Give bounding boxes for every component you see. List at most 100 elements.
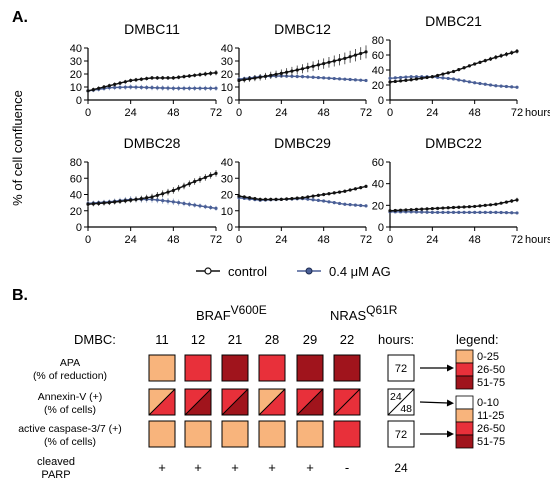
cell-fill [184,420,212,448]
chart-title: DMBC21 [425,13,482,29]
data-point [237,78,241,83]
x-tick-label: 24 [275,234,287,246]
x-axis-unit: hours [525,234,550,246]
series-treated [237,74,368,83]
data-point [404,78,408,82]
data-point [441,76,445,80]
data-point [193,73,197,77]
data-point [187,86,191,90]
y-tick-label: 40 [70,43,82,55]
cell-diagonal [296,388,324,416]
data-point [359,51,363,56]
heatmap-cell [333,354,361,382]
data-point [182,201,186,206]
data-point [171,86,175,90]
data-point [515,211,519,215]
x-tick-label: 24 [426,107,438,119]
data-point [97,201,101,206]
y-tick-label: 0 [76,222,82,234]
data-point [134,78,138,82]
data-point [446,210,450,214]
data-point [488,210,493,214]
data-point [359,78,363,82]
y-tick-label: 60 [372,157,384,169]
data-point [171,188,175,193]
data-point [145,76,149,81]
x-tick-label: 24 [275,107,287,119]
legend-swatch [455,434,474,449]
data-point [247,77,252,81]
data-point [203,205,207,209]
hours-box-diagonal [387,388,415,416]
heatmap-cell [296,388,324,416]
data-point [494,202,498,206]
data-point [306,75,310,79]
cell-fill [296,354,324,382]
data-point [364,204,368,208]
legend-treated-label: 0.4 μM AG [329,264,391,279]
heatmap-cell [258,388,286,416]
data-point [414,75,419,79]
data-point [348,77,352,82]
row-label: (% of cells) [44,436,96,448]
data-point [441,72,445,76]
data-point [348,55,352,59]
data-point [177,186,181,190]
series-control [86,70,218,93]
legend-swatch [455,375,474,390]
y-tick-label: 20 [221,190,233,202]
data-point [134,85,138,89]
data-point [269,73,273,77]
x-tick-label: 72 [511,107,523,119]
data-point [451,205,456,210]
data-point [274,197,278,201]
data-point [473,204,477,209]
x-tick-label: 24 [426,234,438,246]
column-dmbc21-header: 21 [228,332,242,347]
row-label: APA [60,357,80,369]
data-point [263,74,268,78]
data-point [86,89,90,93]
data-point [483,82,487,86]
heatmap-cell [148,420,176,448]
arrow [420,364,454,372]
data-point [118,85,122,89]
data-point [123,85,127,89]
chart-title: DMBC12 [274,21,331,37]
data-point [353,187,358,191]
y-tick-label: 30 [70,56,82,68]
data-point [290,69,294,73]
cell-border [258,388,286,416]
data-point [102,201,106,205]
y-tick-label: 30 [221,56,233,68]
chart-dmbc28: DMBC28 0 20 40 60 80 0 24 48 72 [70,135,222,246]
data-point [488,83,493,87]
data-point [171,76,175,80]
data-point [193,86,197,90]
y-tick-label: 40 [70,190,82,202]
data-point [209,173,213,178]
data-point [504,200,509,204]
panel-a-label: A. [12,9,28,26]
legend-entry: 51-75 [477,377,505,389]
data-point [177,75,181,79]
data-point [446,206,450,210]
hours-box: 72 [387,420,415,448]
y-tick-label: 0 [76,95,82,107]
y-axis-label: % of cell confluence [10,90,25,206]
legend-treated-marker [305,267,313,275]
data-point [285,70,289,74]
data-point [504,211,509,215]
column-dmbc28-header: 28 [265,332,279,347]
data-point [113,85,117,90]
data-point [123,199,127,203]
data-point [510,85,514,89]
data-point [446,71,450,75]
data-point [462,210,466,214]
arrow-shaft [419,401,449,404]
data-point [359,185,363,190]
cell-fill [184,354,212,382]
data-point [409,75,413,79]
data-point [332,191,336,195]
